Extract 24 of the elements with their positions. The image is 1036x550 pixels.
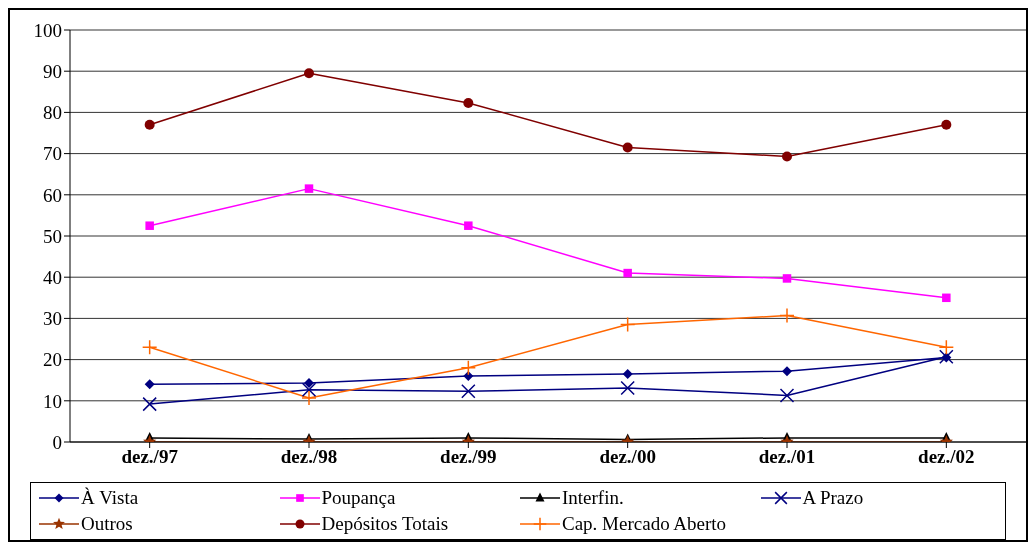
legend-label: À Vista	[81, 487, 139, 509]
y-tick-label: 20	[43, 349, 62, 371]
x-tick-label: dez./97	[121, 446, 179, 468]
x-tick-label: dez./99	[440, 446, 497, 468]
y-tick-label: 60	[43, 184, 62, 206]
legend-label: Outros	[81, 513, 133, 535]
y-tick-label: 10	[43, 390, 62, 412]
x-tick-label: dez./00	[599, 446, 656, 468]
y-tick-label: 50	[43, 225, 62, 247]
y-tick-label: 40	[43, 266, 62, 288]
y-tick-label: 90	[43, 60, 62, 82]
x-tick-label: dez./01	[758, 446, 816, 468]
y-tick-label: 80	[43, 102, 62, 124]
legend-label: Cap. Mercado Aberto	[562, 513, 727, 535]
y-tick-label: 30	[43, 308, 62, 330]
legend-label: A Prazo	[802, 487, 864, 509]
y-tick-label: 100	[33, 19, 62, 41]
x-tick-label: dez./02	[918, 446, 975, 468]
legend-label: Depósitos Totais	[321, 513, 449, 535]
legend-label: Interfin.	[562, 487, 624, 509]
y-tick-label: 70	[43, 143, 62, 165]
legend-label: Poupança	[321, 487, 396, 509]
x-tick-label: dez./98	[280, 446, 338, 468]
y-tick-label: 0	[52, 431, 62, 453]
